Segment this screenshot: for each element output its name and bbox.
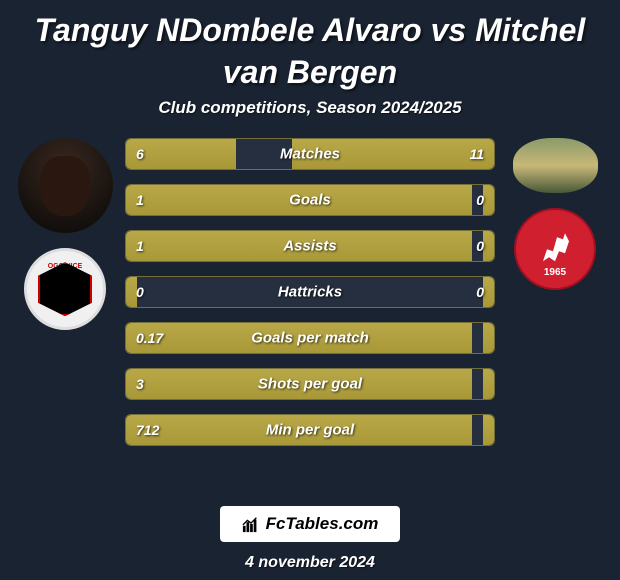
stat-bar: 1 0 Goals bbox=[125, 184, 495, 216]
club-left-text: OGC NICE bbox=[48, 263, 83, 270]
stat-label: Assists bbox=[283, 238, 336, 255]
stat-fill-right bbox=[483, 231, 494, 261]
comparison-content: OGC NICE 6 11 Matches 1 0 Goals 1 0 Assists 0 0 Hat… bbox=[0, 138, 620, 446]
club-left-badge: OGC NICE bbox=[24, 248, 106, 330]
stat-label: Shots per goal bbox=[258, 376, 362, 393]
page-subtitle: Club competitions, Season 2024/2025 bbox=[0, 98, 620, 118]
stat-bar: 1 0 Assists bbox=[125, 230, 495, 262]
stat-value-left: 3 bbox=[136, 376, 144, 392]
stat-fill-right bbox=[483, 369, 494, 399]
club-right-year: 1965 bbox=[544, 267, 566, 278]
stat-value-left: 712 bbox=[136, 422, 159, 438]
chart-icon bbox=[242, 515, 260, 533]
stat-value-right: 0 bbox=[476, 238, 484, 254]
stat-label: Min per goal bbox=[266, 422, 354, 439]
player-left-photo bbox=[18, 138, 113, 233]
stat-bar: 6 11 Matches bbox=[125, 138, 495, 170]
player-left-column: OGC NICE bbox=[10, 138, 120, 330]
stat-label: Hattricks bbox=[278, 284, 342, 301]
stat-value-left: 6 bbox=[136, 146, 144, 162]
stat-bar: 712 Min per goal bbox=[125, 414, 495, 446]
brand-text: FcTables.com bbox=[266, 514, 379, 534]
date-text: 4 november 2024 bbox=[245, 554, 375, 572]
stat-value-left: 0 bbox=[136, 284, 144, 300]
club-right-badge: 1965 bbox=[514, 208, 596, 290]
footer: FcTables.com 4 november 2024 bbox=[0, 506, 620, 580]
stat-fill-right bbox=[483, 277, 494, 307]
stat-fill-right bbox=[483, 185, 494, 215]
stat-value-right: 0 bbox=[476, 284, 484, 300]
stats-column: 6 11 Matches 1 0 Goals 1 0 Assists 0 0 Hattricks 0.1… bbox=[120, 138, 500, 446]
stat-fill-right bbox=[483, 323, 494, 353]
stat-label: Matches bbox=[280, 146, 340, 163]
stat-value-right: 11 bbox=[469, 146, 484, 162]
brand-box: FcTables.com bbox=[220, 506, 401, 542]
player-right-photo bbox=[513, 138, 598, 193]
page-title: Tanguy NDombele Alvaro vs Mitchel van Be… bbox=[0, 0, 620, 98]
stat-label: Goals per match bbox=[251, 330, 369, 347]
stat-value-right: 0 bbox=[476, 192, 484, 208]
stat-bar: 3 Shots per goal bbox=[125, 368, 495, 400]
player-right-column: 1965 bbox=[500, 138, 610, 290]
stat-bar: 0 0 Hattricks bbox=[125, 276, 495, 308]
stat-value-left: 1 bbox=[136, 192, 144, 208]
stat-value-left: 1 bbox=[136, 238, 144, 254]
stat-fill-right bbox=[483, 415, 494, 445]
stat-bar: 0.17 Goals per match bbox=[125, 322, 495, 354]
stat-value-left: 0.17 bbox=[136, 330, 163, 346]
stat-label: Goals bbox=[289, 192, 331, 209]
